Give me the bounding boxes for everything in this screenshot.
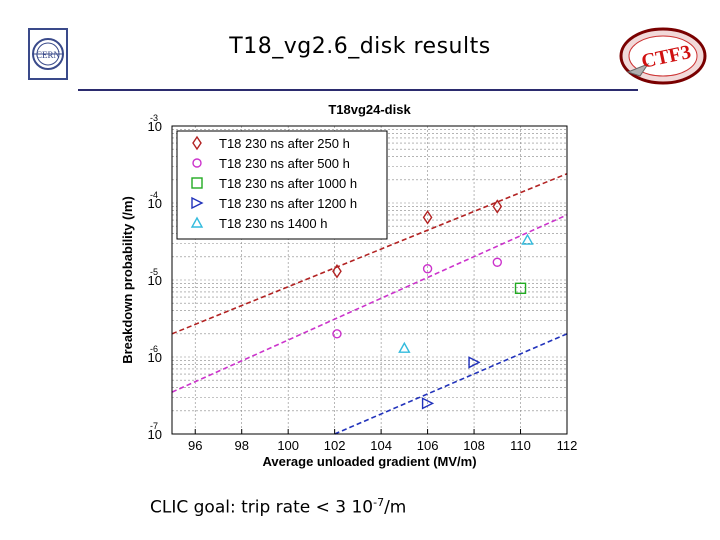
legend-label: T18 230 ns after 250 h bbox=[219, 136, 350, 151]
y-tick-layer: 10-710-610-510-410-3 bbox=[148, 113, 162, 442]
x-tick-label: 112 bbox=[557, 438, 578, 453]
chart: T18vg24-disk 96 98 100 102 104 106 108 110 112 1… bbox=[110, 96, 590, 476]
goal-suffix: /m bbox=[384, 497, 407, 518]
x-tick-label: 100 bbox=[277, 438, 299, 453]
data-point bbox=[492, 257, 502, 267]
data-point bbox=[514, 282, 527, 295]
y-tick-exponent: -6 bbox=[150, 344, 158, 354]
x-tick-layer: 96 98 100 102 104 106 108 110 112 bbox=[188, 429, 577, 453]
data-point bbox=[398, 341, 411, 353]
chart-title: T18vg24-disk bbox=[328, 102, 411, 117]
legend-label: T18 230 ns after 500 h bbox=[219, 156, 350, 171]
fit-layer bbox=[171, 172, 568, 435]
cern-logo: CERN bbox=[28, 28, 68, 80]
y-tick-exponent: -4 bbox=[150, 190, 158, 200]
x-tick-label: 106 bbox=[417, 438, 439, 453]
legend-marker bbox=[192, 135, 202, 151]
x-axis-label: Average unloaded gradient (MV/m) bbox=[262, 454, 476, 469]
data-point bbox=[332, 263, 342, 279]
y-tick-exponent: -5 bbox=[150, 267, 158, 277]
legend-label: T18 230 ns after 1200 h bbox=[219, 196, 357, 211]
x-tick-label: 102 bbox=[324, 438, 346, 453]
legend-marker bbox=[191, 196, 204, 210]
ctf3-logo: CTF3 bbox=[619, 27, 707, 85]
x-tick-label: 96 bbox=[188, 438, 202, 453]
fit-line bbox=[171, 172, 568, 335]
cern-logo-text: CERN bbox=[36, 50, 61, 60]
legend-marker bbox=[190, 216, 204, 228]
y-tick-label: 10 bbox=[148, 119, 162, 134]
data-point bbox=[492, 199, 503, 214]
legend-marker bbox=[191, 177, 203, 189]
chart-svg: T18vg24-disk 96 98 100 102 104 106 108 110 112 1… bbox=[110, 96, 590, 476]
y-axis-label: Breakdown probability (/m) bbox=[120, 196, 135, 364]
legend-label: T18 230 ns 1400 h bbox=[219, 216, 327, 231]
y-tick-label: 10 bbox=[148, 273, 162, 288]
legend-box bbox=[176, 130, 388, 240]
plot-frame bbox=[171, 125, 568, 435]
x-tick-label: 98 bbox=[234, 438, 248, 453]
y-tick-exponent: -7 bbox=[150, 421, 158, 431]
fit-line bbox=[171, 214, 568, 393]
slide-title: T18_vg2.6_disk results bbox=[229, 34, 491, 59]
y-tick-label: 10 bbox=[148, 350, 162, 365]
data-point bbox=[521, 233, 534, 245]
fit-line bbox=[334, 333, 568, 435]
legend: T18 230 ns after 250 h T18 230 ns after 5… bbox=[176, 130, 388, 240]
clic-goal-note: CLIC goal: trip rate < 3 10-7/m bbox=[150, 496, 406, 518]
y-tick-label: 10 bbox=[148, 196, 162, 211]
data-point bbox=[332, 329, 342, 339]
data-point bbox=[422, 210, 433, 225]
data-point bbox=[422, 264, 433, 274]
goal-prefix: CLIC goal: trip rate < 3 10 bbox=[150, 497, 374, 518]
y-tick-label: 10 bbox=[148, 427, 162, 442]
legend-marker bbox=[192, 158, 202, 168]
y-tick-exponent: -3 bbox=[150, 113, 158, 123]
legend-label: T18 230 ns after 1000 h bbox=[219, 176, 357, 191]
x-tick-label: 104 bbox=[370, 438, 392, 453]
goal-exponent: -7 bbox=[373, 496, 385, 509]
x-tick-label: 110 bbox=[510, 438, 531, 453]
title-divider bbox=[78, 89, 638, 91]
data-point bbox=[468, 356, 481, 369]
x-tick-label: 108 bbox=[463, 438, 485, 453]
marker-layer bbox=[332, 199, 534, 410]
data-point bbox=[421, 397, 435, 410]
